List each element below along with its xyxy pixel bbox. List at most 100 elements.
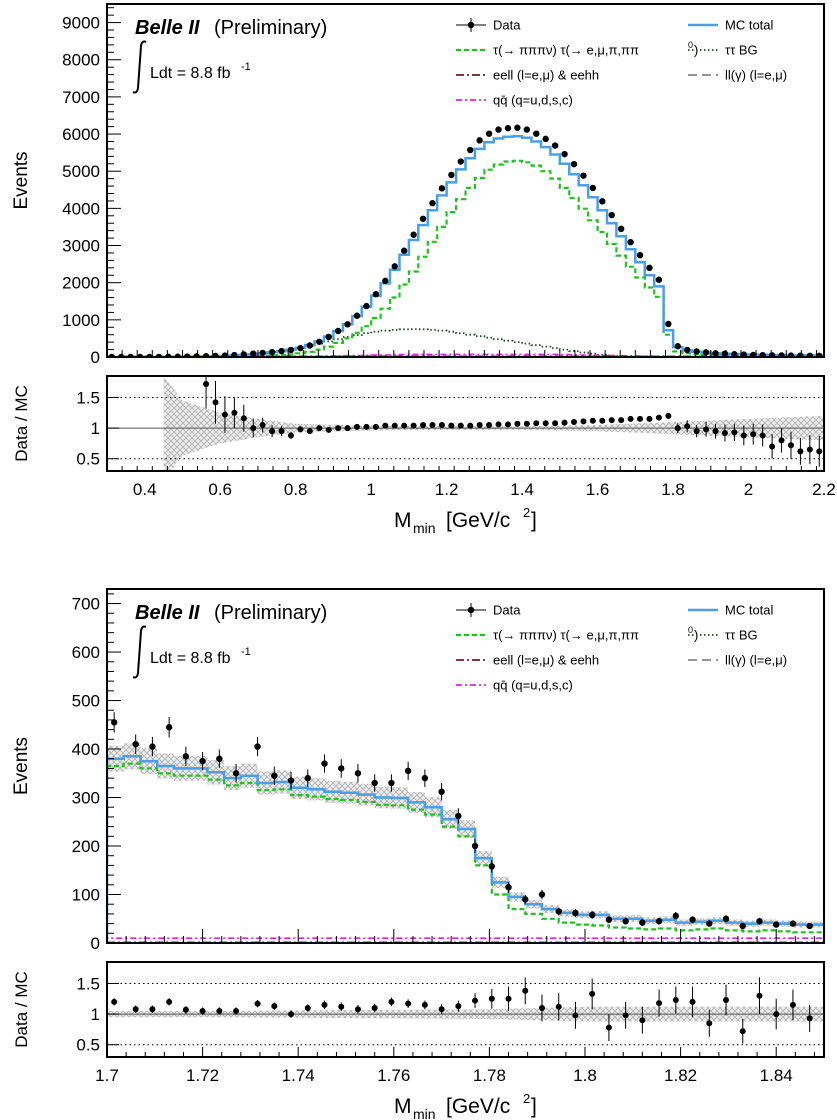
ratio-point — [689, 998, 696, 1005]
ratio-point — [773, 1011, 780, 1018]
data-point — [338, 765, 345, 772]
legend-label: τ(→ πππν) τ(→ e,μ,π,ππ — [493, 628, 639, 643]
data-point — [221, 352, 229, 357]
y-tick-label: 2000 — [62, 274, 100, 293]
main-plot-area — [107, 712, 824, 943]
ratio-frame — [106, 375, 825, 472]
data-point — [572, 909, 579, 917]
x-tick-label: 1.82 — [664, 1066, 697, 1085]
ratio-point — [467, 422, 474, 429]
brand-label: Belle II — [135, 602, 200, 624]
ratio-y-axis-label: Data / MC — [12, 971, 31, 1048]
integral-icon — [132, 40, 147, 94]
series-signal — [107, 762, 824, 943]
ratio-point — [599, 417, 606, 424]
legend-item: ll(γ) (l=e,μ) — [688, 653, 787, 668]
ratio-point — [533, 420, 540, 427]
luminosity-exponent: -1 — [241, 646, 251, 658]
series-signal — [107, 159, 824, 357]
ratio-point — [269, 428, 276, 435]
ratio-point — [580, 418, 587, 425]
data-point — [182, 753, 190, 760]
ratio-point — [665, 412, 672, 419]
data-point — [551, 142, 559, 149]
ratio-point — [797, 448, 804, 455]
data-point — [538, 891, 546, 898]
x-axis-label-end: ] — [531, 1095, 537, 1118]
data-point — [438, 788, 445, 795]
ratio-point — [240, 415, 247, 422]
data-point — [674, 343, 681, 350]
ratio-point — [278, 428, 285, 435]
data-point — [731, 351, 738, 357]
ratio-y-tick-label: 0.5 — [76, 1036, 100, 1055]
legend-item: ττ BG — [688, 628, 758, 643]
data-point — [684, 346, 691, 354]
ratio-y-axis-label: Data / MC — [12, 385, 31, 462]
luminosity-exponent: -1 — [241, 61, 251, 73]
ratio-y-tick-label: 1 — [91, 419, 100, 438]
ratio-point — [514, 420, 521, 427]
data-point — [495, 126, 502, 133]
y-tick-label: 7000 — [62, 88, 100, 107]
y-tick-label: 8000 — [62, 51, 100, 70]
ratio-point — [618, 417, 625, 424]
ratio-point — [455, 1003, 462, 1010]
data-point — [421, 774, 429, 782]
main-frame — [106, 3, 825, 358]
ratio-point — [750, 431, 757, 438]
data-point — [404, 767, 412, 775]
data-point — [354, 770, 362, 777]
x-tick-label: 1.4 — [510, 480, 534, 499]
ratio-point — [410, 422, 417, 429]
data-point — [504, 124, 512, 132]
data-point — [639, 919, 646, 926]
data-point — [542, 135, 549, 143]
data-point — [655, 917, 663, 925]
ratio-point — [605, 1024, 612, 1031]
y-tick-label: 9000 — [62, 14, 100, 33]
x-axis-label-sup: 2 — [523, 505, 530, 520]
ratio-point — [388, 998, 395, 1005]
ratio-point — [354, 1006, 361, 1013]
data-point — [254, 743, 261, 750]
luminosity-label: Ldt = 8.8 fb — [150, 650, 231, 667]
data-point — [740, 351, 748, 357]
y-tick-label: 100 — [72, 886, 100, 905]
data-point — [806, 352, 814, 357]
data-point — [514, 124, 521, 131]
ratio-point — [287, 432, 294, 439]
x-axis-label-main: M — [394, 509, 412, 532]
ratio-point — [372, 423, 379, 430]
ratio-point — [250, 425, 257, 432]
x-axis-label-sup: 2 — [523, 1091, 530, 1106]
data-point — [391, 263, 398, 270]
x-tick-label: 1.8 — [573, 1066, 597, 1085]
ratio-point — [806, 1015, 813, 1022]
data-point — [712, 350, 719, 357]
legend-label-sup: 0 — [688, 40, 693, 50]
data-point — [271, 772, 278, 779]
ratio-point — [778, 437, 785, 444]
ratio-point — [505, 995, 512, 1002]
ratio-point — [203, 380, 210, 387]
x-tick-label: 0.4 — [133, 480, 157, 499]
ratio-point — [420, 422, 427, 429]
ratio-point — [504, 421, 511, 428]
ratio-point — [271, 1003, 278, 1010]
data-point — [278, 347, 285, 355]
ratio-plot-area — [107, 977, 824, 1046]
data-point — [321, 760, 328, 767]
legend-item: eell (l=e,μ) & eehh — [456, 653, 599, 668]
data-point — [555, 908, 562, 915]
ratio-point — [806, 446, 813, 453]
y-tick-label: 600 — [72, 643, 100, 662]
ratio-point — [182, 1006, 189, 1013]
legend-item: ll(γ) (l=e,μ) — [688, 68, 787, 83]
legend-item: MC total — [688, 18, 774, 33]
data-point — [721, 350, 729, 357]
ratio-point — [622, 1012, 629, 1019]
data-point — [672, 912, 680, 920]
data-point — [655, 276, 663, 283]
